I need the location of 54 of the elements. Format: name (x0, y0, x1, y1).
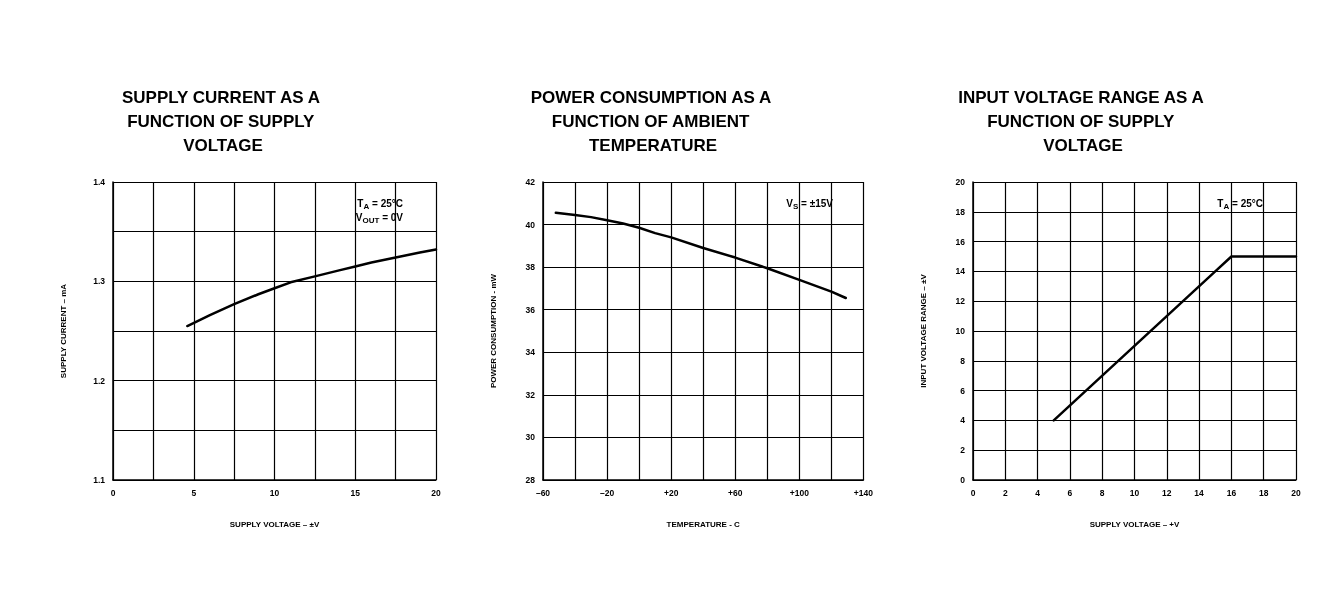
y-tick-label: 0 (960, 475, 966, 485)
x-tick-label: 14 (1194, 487, 1205, 498)
y-tick-label: 1.3 (93, 276, 106, 287)
x-tick-label: 12 (1162, 487, 1172, 498)
x-tick-label: 10 (269, 487, 280, 498)
y-tick-label: 12 (955, 296, 966, 307)
x-tick-label: 2 (1002, 487, 1008, 498)
x-tick-label: +60 (728, 487, 743, 498)
x-tick-label: 6 (1067, 487, 1073, 498)
y-axis-title: SUPPLY CURRENT – mA (58, 283, 68, 379)
x-tick-label: 16 (1226, 487, 1237, 498)
y-tick-label: 2 (960, 445, 966, 456)
y-tick-label: 28 (525, 475, 536, 485)
y-tick-label: 6 (960, 385, 966, 396)
x-tick-label: +100 (789, 487, 810, 498)
y-tick-label: 1.2 (93, 375, 106, 386)
y-tick-label: 34 (525, 347, 536, 358)
x-tick-label: 15 (350, 487, 361, 498)
x-tick-label: 10 (1129, 487, 1140, 498)
y-tick-label: 38 (525, 262, 536, 273)
x-tick-label: –60 (535, 487, 551, 498)
x-tick-label: –20 (599, 487, 615, 498)
x-tick-label: 4 (1035, 487, 1041, 498)
x-tick-label: +20 (663, 487, 679, 498)
y-tick-label: 40 (525, 219, 536, 230)
y-tick-label: 18 (955, 206, 966, 217)
y-tick-label: 20 (955, 177, 966, 187)
y-tick-label: 32 (525, 389, 536, 400)
y-tick-label: 14 (955, 266, 966, 277)
y-tick-label: 1.1 (93, 475, 106, 485)
y-tick-label: 10 (955, 326, 966, 336)
y-tick-label: 42 (525, 177, 536, 187)
x-tick-label: 0 (970, 487, 976, 498)
x-tick-label: 20 (431, 487, 441, 498)
y-tick-label: 8 (960, 355, 966, 366)
chart-title: INPUT VOLTAGE RANGE AS A FUNCTION OF SUPPLY VOLTAGE (958, 87, 1208, 155)
chart-title: SUPPLY CURRENT AS A FUNCTION OF SUPPLY VOLTAGE (121, 87, 325, 155)
x-tick-label: 5 (191, 487, 197, 498)
x-tick-label: 18 (1258, 487, 1269, 498)
x-tick-label: 20 (1291, 487, 1301, 498)
y-axis-title: POWER CONSUMPTION - mW (488, 273, 498, 389)
x-axis-title: SUPPLY VOLTAGE – ±V (229, 519, 320, 529)
y-tick-label: 30 (525, 432, 536, 443)
x-axis-title: TEMPERATURE - C (666, 519, 741, 529)
y-tick-label: 16 (955, 236, 966, 247)
y-tick-label: 36 (525, 304, 536, 315)
x-axis-title: SUPPLY VOLTAGE – +V (1089, 519, 1181, 529)
x-tick-label: +140 (853, 487, 874, 498)
chart-title: POWER CONSUMPTION AS A FUNCTION OF AMBIENT TEMPERATURE (530, 87, 776, 155)
y-tick-label: 4 (960, 415, 966, 426)
y-tick-label: 1.4 (93, 177, 106, 187)
x-tick-label: 0 (110, 487, 116, 498)
y-axis-title: INPUT VOLTAGE RANGE – ±V (918, 273, 928, 388)
x-tick-label: 8 (1099, 487, 1105, 498)
